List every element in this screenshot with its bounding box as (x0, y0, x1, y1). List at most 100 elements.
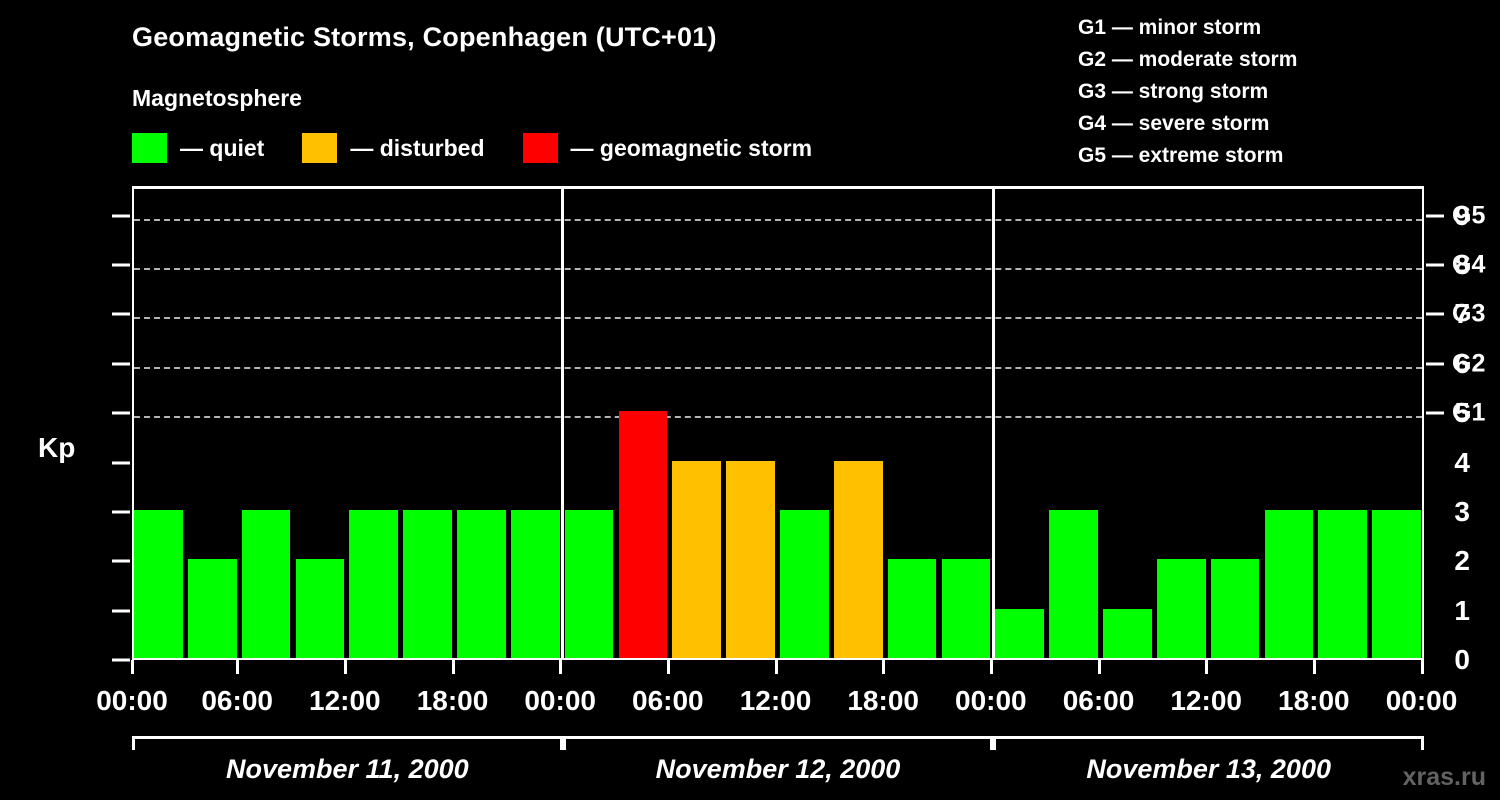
x-tick-label-10: 12:00 (1170, 685, 1242, 716)
g-scale-line-3: G3 — strong storm (1078, 79, 1269, 103)
day-bracket-2 (562, 736, 994, 750)
bar (295, 559, 345, 658)
x-tick-mark-2 (343, 660, 347, 674)
g-tick-mark-G1 (1426, 411, 1444, 415)
x-tick-mark-8 (989, 660, 993, 674)
day-bracket-1 (132, 736, 563, 750)
bar (457, 509, 506, 658)
g-scale-line-4: G4 — severe storm (1078, 111, 1270, 135)
x-tick-mark-10 (1205, 660, 1209, 674)
g-scale-line-2: G2 — moderate storm (1078, 47, 1298, 71)
x-tick-label-6: 12:00 (739, 685, 812, 716)
bar (1049, 509, 1098, 658)
day-label-2: November 12, 2000 (655, 754, 901, 784)
x-tick-label-11: 18:00 (1278, 685, 1350, 716)
x-tick-label-2: 12:00 (309, 685, 381, 716)
x-tick-mark-7 (882, 660, 886, 674)
bar (349, 509, 399, 658)
bar (618, 411, 668, 658)
bar (403, 509, 452, 658)
g-axis-label-G3: G3 (1452, 299, 1486, 328)
bar (941, 559, 991, 658)
x-tick-label-9: 06:00 (1062, 685, 1135, 716)
day-bracket-3 (993, 736, 1424, 750)
y-tick-label-6: 6 (1454, 347, 1470, 379)
g-scale-line-5: G5 — extreme storm (1078, 143, 1284, 167)
x-tick-label-7: 18:00 (847, 685, 919, 716)
magnetosphere-label: Magnetosphere (132, 85, 302, 111)
legend-label-disturbed: — disturbed (350, 134, 485, 161)
day-label-1: November 11, 2000 (226, 754, 469, 784)
gridline-kp-6 (134, 366, 1422, 369)
gridline-kp-5 (134, 416, 1422, 419)
legend-swatch-geomagnetic-storm (522, 133, 558, 163)
bar (780, 509, 829, 658)
g-axis-label-G2: G2 (1452, 349, 1486, 378)
bar (1210, 559, 1260, 658)
bar (887, 559, 937, 658)
x-tick-label-5: 06:00 (632, 685, 704, 716)
bar (833, 460, 883, 658)
bar (726, 460, 775, 658)
legend-label-geomagnetic-storm: — geomagnetic storm (570, 134, 813, 161)
g-scale-line-1: G1 — minor storm (1078, 16, 1262, 39)
g-tick-mark-G2 (1426, 362, 1444, 366)
y-tick-mark-6 (112, 362, 130, 366)
day-separators (134, 189, 1422, 658)
g-axis-label-G4: G4 (1452, 250, 1486, 279)
gridline-kp-9 (134, 218, 1422, 221)
gridline-kp-7 (134, 317, 1422, 320)
y-tick-mark-8 (112, 263, 130, 267)
y-tick-label-4: 4 (1454, 446, 1470, 478)
legend-label-quiet: — quiet (180, 134, 265, 161)
x-tick-mark-5 (666, 660, 670, 674)
day-label-3: November 13, 2000 (1086, 754, 1331, 784)
legend-entry-disturbed: — disturbed (302, 133, 485, 163)
x-tick-mark-1 (236, 660, 240, 674)
bar (187, 559, 237, 658)
y-tick-label-2: 2 (1454, 545, 1470, 577)
x-tick-mark-9 (1097, 660, 1101, 674)
y-tick-label-9: 9 (1454, 199, 1470, 231)
y-tick-mark-0 (112, 658, 130, 662)
bar (134, 509, 183, 658)
bar (1103, 608, 1152, 658)
page-title: Geomagnetic Storms, Copenhagen (UTC+01) (132, 22, 717, 52)
bar (672, 460, 722, 658)
x-tick-mark-4 (559, 660, 563, 674)
x-tick-label-1: 06:00 (201, 685, 273, 716)
y-tick-label-1: 1 (1454, 594, 1470, 626)
y-tick-mark-3 (112, 510, 130, 514)
day-separator-2 (991, 189, 995, 658)
g-axis-label-G5: G5 (1452, 201, 1486, 230)
legend-swatch-quiet (132, 133, 167, 163)
plot-area (132, 186, 1424, 660)
y-tick-mark-1 (112, 609, 130, 613)
x-tick-label-0: 00:00 (96, 685, 168, 716)
y-tick-label-7: 7 (1454, 298, 1470, 330)
bar (1318, 509, 1368, 658)
bar (1264, 509, 1314, 658)
g-tick-mark-G4 (1426, 263, 1444, 267)
color-legend: — quiet — disturbed — geomagnetic storm (132, 133, 850, 163)
y-tick-label-5: 5 (1454, 397, 1470, 429)
legend-entry-geomagnetic-storm: — geomagnetic storm (522, 133, 813, 163)
g-scale-legend: G1 — minor storm G2 — moderate storm G3 — … (1078, 12, 1297, 172)
y-axis-title: Kp (38, 432, 76, 463)
day-separator-1 (561, 189, 565, 658)
y-tick-label-8: 8 (1454, 249, 1470, 280)
y-tick-mark-2 (112, 559, 130, 563)
y-tick-label-3: 3 (1454, 495, 1470, 527)
x-tick-label-12: 00:00 (1385, 685, 1458, 716)
x-tick-mark-3 (451, 660, 455, 674)
bar (995, 608, 1045, 658)
g-axis-label-G1: G1 (1452, 398, 1486, 427)
y-tick-mark-4 (112, 461, 130, 464)
bar (1156, 559, 1206, 658)
bar (564, 509, 614, 658)
x-tick-mark-11 (1312, 660, 1316, 674)
y-tick-mark-7 (112, 312, 130, 316)
x-tick-label-8: 00:00 (955, 685, 1027, 716)
bar (510, 509, 560, 658)
x-tick-mark-6 (774, 660, 778, 674)
